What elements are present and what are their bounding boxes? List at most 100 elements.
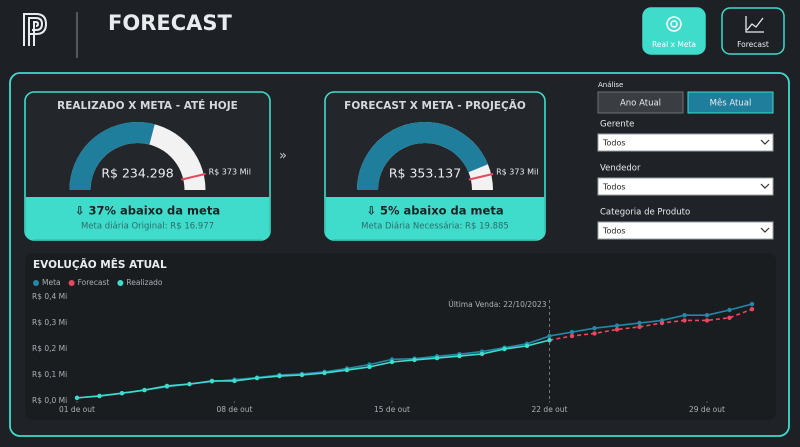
series-point xyxy=(749,307,755,312)
gauge-title: FORECAST X META - PROJEÇÃO xyxy=(344,99,526,112)
y-tick-label: R$ 0,4 Mi xyxy=(32,292,67,301)
series-point xyxy=(119,391,125,396)
dropdown-label: Categoria de Produto xyxy=(600,208,690,218)
y-tick-label: R$ 0,0 Mi xyxy=(32,396,67,405)
series-point xyxy=(547,333,552,339)
series-point xyxy=(164,383,170,389)
series-point xyxy=(187,381,192,387)
series-point xyxy=(389,359,395,365)
dropdown[interactable] xyxy=(597,177,774,196)
gauge-note: Meta Diária Necessária: R$ 19.885 xyxy=(361,222,509,232)
dropdown-label: Vendedor xyxy=(600,164,641,174)
segment-button[interactable] xyxy=(597,91,684,114)
series-point xyxy=(727,307,732,313)
series-point xyxy=(727,315,732,320)
page-title: FORECAST xyxy=(108,11,233,35)
target-icon xyxy=(666,16,682,32)
nav-button[interactable]: Forecast xyxy=(721,7,785,55)
series-point xyxy=(682,313,687,318)
x-tick-label: 08 de out xyxy=(217,405,253,414)
dropdown-chevron xyxy=(760,183,770,189)
series-point xyxy=(457,353,462,359)
series-point xyxy=(322,370,327,376)
series-point xyxy=(637,324,642,330)
dropdown-value[interactable]: Todos xyxy=(602,139,626,148)
dropdown-label: Gerente xyxy=(600,120,634,130)
dropdown-chevron xyxy=(760,139,770,145)
dropdown[interactable] xyxy=(597,133,774,152)
legend-swatch xyxy=(117,280,124,286)
nav-button-bg[interactable] xyxy=(721,7,785,55)
gauge-status-box xyxy=(325,197,545,240)
series-point xyxy=(704,318,710,323)
chart-panel xyxy=(25,253,776,420)
series-line xyxy=(549,308,753,341)
legend-label: Realizado xyxy=(126,278,163,287)
series-point xyxy=(367,364,372,370)
separator: » xyxy=(279,149,287,164)
legend-swatch xyxy=(68,280,75,286)
series-point xyxy=(569,329,575,335)
dropdown-value[interactable]: Todos xyxy=(602,183,626,192)
legend-label: Meta xyxy=(42,278,61,287)
gauge-target xyxy=(181,172,206,181)
segment-button-label[interactable]: Mês Atual xyxy=(710,98,752,109)
series-point xyxy=(97,393,102,399)
chart-title: EVOLUÇÃO MÊS ATUAL xyxy=(33,258,167,271)
series-point xyxy=(434,355,440,361)
legend-swatch xyxy=(33,280,39,286)
series-point xyxy=(232,378,237,384)
x-tick-label: 15 de out xyxy=(374,405,410,414)
y-tick-label: R$ 0,2 Mi xyxy=(32,344,67,353)
series-point xyxy=(659,320,665,326)
series-point xyxy=(682,318,687,323)
dynamic-layer: REALIZADO X META - ATÉ HOJE R$ 373 Mil R$ … xyxy=(24,81,774,414)
gauge-target xyxy=(468,172,494,181)
gauge-fill xyxy=(357,121,488,190)
y-tick-label: R$ 0,1 Mi xyxy=(32,370,67,379)
x-tick-label: 22 de out xyxy=(532,405,568,414)
series-point xyxy=(209,378,215,384)
x-tick-label: 29 de out xyxy=(689,405,725,414)
series-point xyxy=(254,375,260,381)
gauge-title: REALIZADO X META - ATÉ HOJE xyxy=(57,99,238,112)
gauge-value: R$ 234.298 xyxy=(101,166,173,181)
segment-button[interactable] xyxy=(687,91,774,114)
filter-label: Análise xyxy=(598,81,623,89)
legend-label: Forecast xyxy=(78,278,110,287)
series-point xyxy=(277,373,282,379)
dropdown[interactable] xyxy=(597,221,774,240)
series-point xyxy=(412,357,417,363)
nav-button-label[interactable]: Forecast xyxy=(737,40,769,49)
gauge-status-box xyxy=(25,197,270,240)
y-tick-label: R$ 0,3 Mi xyxy=(32,318,67,327)
series-point xyxy=(592,326,597,331)
nav-button-label[interactable]: Real x Meta xyxy=(652,40,696,49)
series-point xyxy=(74,395,80,401)
series-point xyxy=(479,351,485,357)
segment-button-label[interactable]: Ano Atual xyxy=(620,99,661,109)
series-point xyxy=(704,313,710,318)
series-point xyxy=(749,301,755,307)
target-icon xyxy=(670,20,678,28)
series-point xyxy=(524,343,530,349)
chart-icon xyxy=(745,16,764,33)
nav-button[interactable]: Real x Meta xyxy=(642,7,706,55)
gauge-target-label: R$ 373 Mil xyxy=(209,167,251,176)
gauge-value: R$ 353.137 xyxy=(389,166,461,181)
gauge-status: ⇩ 5% abaixo da meta xyxy=(366,204,503,218)
gauge-fill xyxy=(69,122,155,190)
series-point xyxy=(569,333,575,339)
series-point xyxy=(614,323,620,328)
dropdown-value[interactable]: Todos xyxy=(602,227,626,236)
dropdown-chevron xyxy=(760,227,770,233)
series-line xyxy=(76,339,550,399)
series-point xyxy=(637,320,642,326)
series-point xyxy=(142,387,147,393)
x-tick-label: 01 de out xyxy=(59,405,95,414)
gauge-status: ⇩ 37% abaixo da meta xyxy=(75,204,220,218)
series-point xyxy=(614,327,620,332)
gauge-note: Meta diária Original: R$ 16.977 xyxy=(81,222,214,232)
